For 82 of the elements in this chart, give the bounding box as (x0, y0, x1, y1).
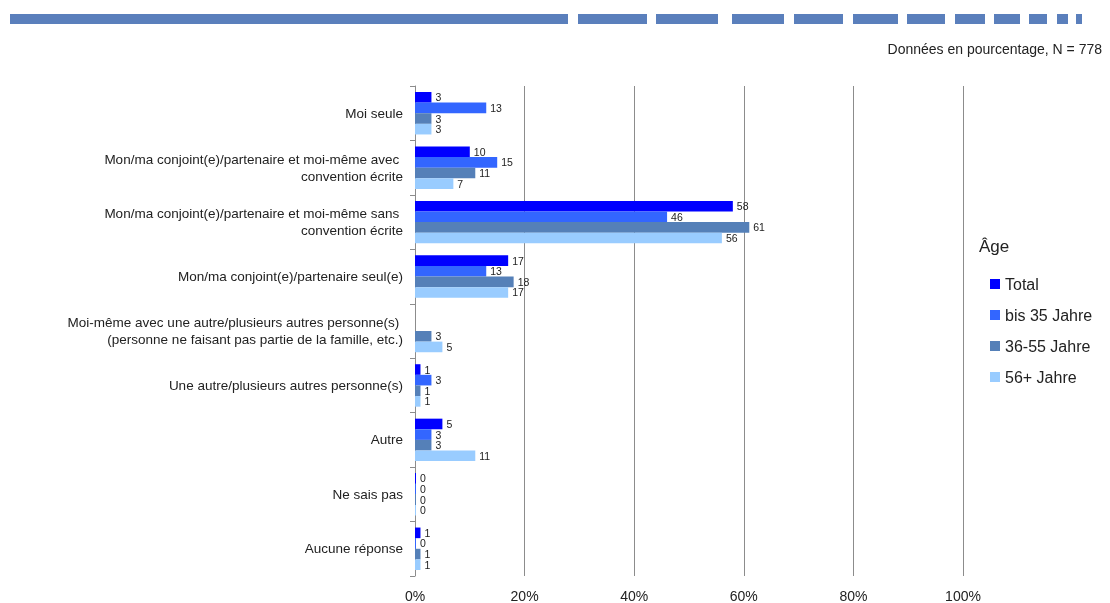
y-tick-label: Mon/ma conjoint(e)/partenaire seul(e) (177, 269, 403, 285)
data-label: 13 (490, 265, 503, 278)
data-label: 3 (435, 374, 442, 387)
data-label: 10 (473, 145, 486, 158)
y-tick-label: Mon/ma conjoint(e)/partenaire et moi-même sans convention écrite (104, 206, 403, 239)
bar (415, 341, 443, 353)
text: Données en pourcentage, N = 778 (887, 41, 1103, 57)
bar (415, 200, 733, 212)
data-label: 61 (753, 221, 766, 234)
y-tick-label: Moi seule (345, 105, 403, 121)
bar (415, 178, 454, 189)
bar (415, 102, 487, 114)
x-tick-label: 40% (620, 588, 649, 603)
data-label: 17 (512, 286, 524, 299)
x-tick-label: 20% (510, 588, 539, 603)
bar (415, 331, 432, 342)
bar (415, 113, 432, 124)
bar (415, 396, 421, 407)
data-label: 18 (517, 275, 530, 288)
data-label: 3 (435, 91, 442, 104)
data-label: 56 (725, 232, 738, 245)
bar (415, 265, 487, 277)
data-label: 11 (479, 166, 491, 179)
data-label: 1 (424, 558, 431, 571)
bar (415, 418, 443, 430)
bar (415, 439, 432, 451)
data-label: 1 (424, 363, 431, 376)
legend-label: Total (1005, 275, 1039, 293)
data-label: 7 (457, 177, 464, 190)
data-label: 1 (424, 395, 431, 408)
legend-label: 36-55 Jahre (1005, 337, 1091, 355)
y-tick-label: Ne sais pas (332, 486, 404, 502)
bar (415, 287, 509, 298)
data-label: 3 (435, 330, 442, 343)
data-label: 58 (736, 200, 749, 213)
bar (415, 450, 476, 462)
x-tick-label: 0% (404, 588, 426, 603)
x-tick-label: 80% (839, 588, 868, 603)
data-label: 15 (501, 156, 514, 169)
bar (415, 559, 421, 571)
data-label: 0 (420, 493, 426, 506)
data-label: 0 (420, 504, 426, 517)
data-label: 1 (424, 548, 431, 561)
data-label: 5 (446, 340, 453, 353)
data-label: 0 (420, 537, 426, 550)
data-label: 5 (446, 417, 453, 430)
y-tick-label: Une autre/plusieurs autres personne(s) (168, 377, 403, 393)
y-tick-label: Autre (370, 432, 403, 448)
bar (415, 146, 470, 158)
bar (415, 232, 722, 244)
data-label: 0 (420, 472, 426, 485)
data-label: 0 (420, 483, 426, 496)
bar (415, 91, 432, 103)
y-tick-label: Mon/ma conjoint(e)/partenaire et moi-même avec convention écrite (104, 151, 403, 184)
bar (415, 222, 750, 233)
data-label: 3 (435, 112, 442, 125)
data-label: 3 (435, 439, 442, 452)
data-label: 1 (424, 526, 431, 539)
bar (415, 157, 498, 168)
data-label: 13 (490, 101, 503, 114)
legend-label: bis 35 Jahre (1005, 306, 1093, 324)
bar (415, 255, 509, 266)
bar (415, 167, 476, 179)
data-label: 1 (424, 384, 431, 397)
legend-label: 56+ Jahre (1005, 368, 1077, 386)
bar (415, 374, 432, 386)
bar (415, 211, 668, 223)
bar (415, 385, 421, 397)
x-tick-label: 60% (729, 588, 758, 603)
bar (415, 429, 432, 440)
x-tick-label: 100% (945, 588, 981, 603)
data-label: 11 (479, 449, 491, 462)
bar (415, 364, 421, 375)
y-tick-label: Moi-même avec une autre/plusieurs autres personne(s) (personne ne faisant pas partie de la famille, etc.) (67, 315, 403, 347)
data-label: 3 (435, 428, 442, 441)
y-tick-label: Aucune réponse (304, 541, 403, 557)
data-label: 3 (435, 123, 442, 136)
legend-title: Âge (979, 237, 1010, 256)
bar (415, 123, 432, 135)
data-label: 46 (671, 210, 683, 223)
data-label: 17 (512, 254, 524, 267)
bar (415, 276, 514, 288)
